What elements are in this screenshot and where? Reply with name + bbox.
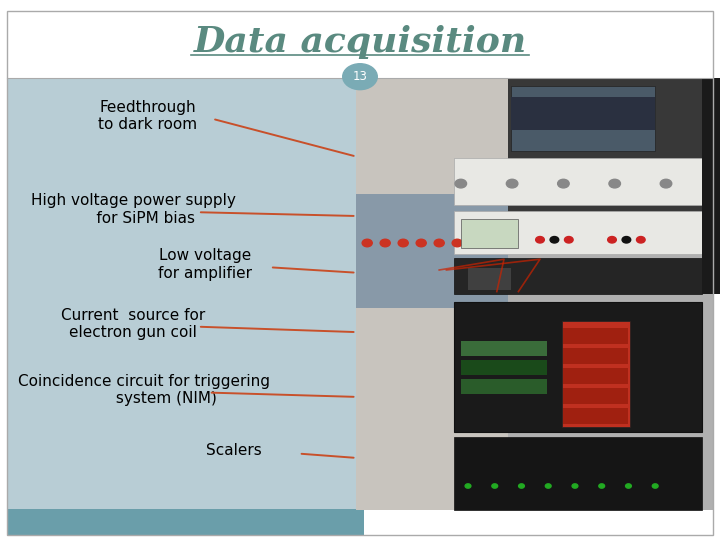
Text: High voltage power supply
     for SiPM bias: High voltage power supply for SiPM bias — [31, 193, 235, 226]
Text: Data acquisition: Data acquisition — [194, 25, 526, 58]
Circle shape — [609, 179, 621, 188]
Circle shape — [626, 484, 631, 488]
FancyBboxPatch shape — [563, 388, 628, 404]
Circle shape — [652, 484, 658, 488]
Text: Low voltage
for amplifier: Low voltage for amplifier — [158, 248, 252, 281]
Circle shape — [608, 237, 616, 243]
Circle shape — [343, 64, 377, 90]
FancyBboxPatch shape — [454, 158, 702, 205]
FancyBboxPatch shape — [702, 78, 720, 294]
FancyBboxPatch shape — [563, 408, 628, 424]
FancyBboxPatch shape — [356, 78, 508, 510]
Circle shape — [465, 484, 471, 488]
Text: 13: 13 — [353, 70, 367, 83]
FancyBboxPatch shape — [511, 86, 655, 151]
Circle shape — [506, 179, 518, 188]
FancyBboxPatch shape — [461, 379, 547, 394]
FancyBboxPatch shape — [356, 194, 508, 308]
Circle shape — [398, 239, 408, 247]
Circle shape — [557, 179, 569, 188]
FancyBboxPatch shape — [461, 341, 547, 356]
Circle shape — [380, 239, 390, 247]
FancyBboxPatch shape — [563, 328, 628, 344]
Circle shape — [572, 484, 578, 488]
Circle shape — [636, 237, 645, 243]
FancyBboxPatch shape — [563, 348, 628, 364]
FancyBboxPatch shape — [7, 78, 364, 510]
Circle shape — [518, 484, 524, 488]
FancyBboxPatch shape — [461, 219, 518, 248]
Circle shape — [452, 239, 462, 247]
FancyBboxPatch shape — [461, 360, 547, 375]
FancyBboxPatch shape — [468, 268, 511, 290]
FancyBboxPatch shape — [454, 437, 702, 510]
Text: Scalers: Scalers — [206, 443, 262, 458]
Circle shape — [545, 484, 551, 488]
Circle shape — [434, 239, 444, 247]
Circle shape — [660, 179, 672, 188]
Circle shape — [416, 239, 426, 247]
FancyBboxPatch shape — [454, 211, 702, 254]
FancyBboxPatch shape — [356, 78, 713, 510]
FancyBboxPatch shape — [454, 258, 702, 294]
FancyBboxPatch shape — [563, 368, 628, 384]
Text: Feedthrough
to dark room: Feedthrough to dark room — [98, 100, 197, 132]
Circle shape — [536, 237, 544, 243]
FancyBboxPatch shape — [7, 509, 364, 535]
Text: Coincidence circuit for triggering
         system (NIM): Coincidence circuit for triggering syste… — [18, 374, 270, 406]
Circle shape — [492, 484, 498, 488]
FancyBboxPatch shape — [454, 302, 702, 432]
Circle shape — [362, 239, 372, 247]
Text: Current  source for
electron gun coil: Current source for electron gun coil — [61, 308, 205, 340]
FancyBboxPatch shape — [508, 78, 713, 243]
Circle shape — [550, 237, 559, 243]
Circle shape — [599, 484, 605, 488]
Circle shape — [622, 237, 631, 243]
FancyBboxPatch shape — [511, 97, 655, 130]
FancyBboxPatch shape — [562, 321, 630, 427]
Circle shape — [564, 237, 573, 243]
Circle shape — [455, 179, 467, 188]
